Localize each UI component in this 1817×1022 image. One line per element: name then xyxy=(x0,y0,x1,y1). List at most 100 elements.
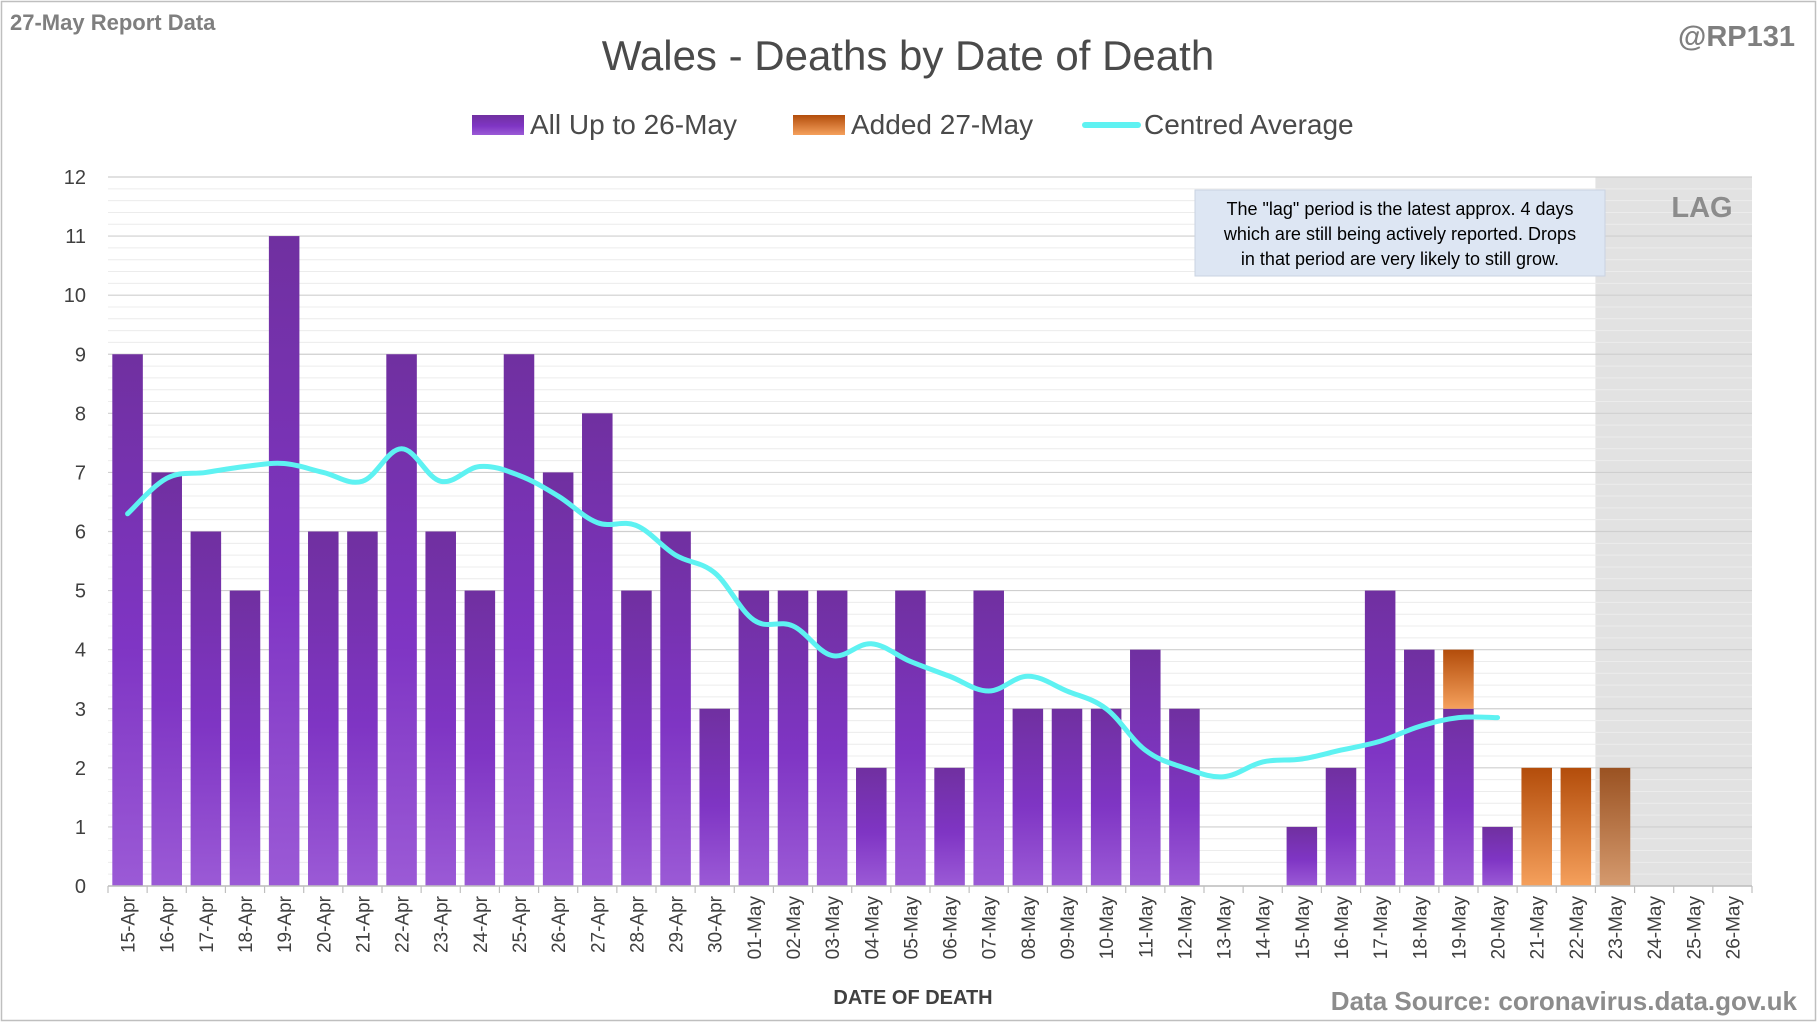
x-tick-label: 09-May xyxy=(1058,896,1079,960)
bar-all-up-to-26-may xyxy=(1404,649,1435,886)
annotation-line-2: which are still being actively reported.… xyxy=(1223,224,1576,244)
y-tick-label: 3 xyxy=(75,699,86,721)
bar-all-up-to-26-may xyxy=(934,767,965,886)
bar-all-up-to-26-may xyxy=(1169,708,1200,886)
x-tick-label: 25-Apr xyxy=(510,895,531,953)
x-tick-label: 30-Apr xyxy=(706,895,727,953)
bar-all-up-to-26-may xyxy=(1286,826,1318,886)
y-tick-label: 11 xyxy=(65,226,86,248)
gridlines xyxy=(108,176,1752,887)
x-tick-label: 21-Apr xyxy=(353,895,374,953)
x-tick-label: 05-May xyxy=(901,896,922,960)
x-tick-label: 24-Apr xyxy=(471,895,492,953)
bar-all-up-to-26-may xyxy=(738,590,770,886)
x-tick-label: 01-May xyxy=(745,896,766,960)
x-tick-label: 20-Apr xyxy=(314,895,335,953)
y-tick-label: 9 xyxy=(75,344,86,366)
chart-title: Wales - Deaths by Date of Death xyxy=(602,32,1214,79)
x-tick-label: 28-Apr xyxy=(627,895,648,953)
y-tick-label: 8 xyxy=(75,403,86,425)
bar-all-up-to-26-may xyxy=(464,590,496,886)
bar-all-up-to-26-may xyxy=(1051,708,1083,886)
x-tick-label: 17-May xyxy=(1371,896,1392,960)
bar-all-up-to-26-may xyxy=(582,413,613,886)
annotation-box xyxy=(1194,189,1606,277)
y-tick-label: 12 xyxy=(64,167,86,189)
y-tick-label: 6 xyxy=(75,522,86,544)
x-axis-title: DATE OF DEATH xyxy=(833,987,992,1009)
annotation-line-1: The "lag" period is the latest approx. 4… xyxy=(1227,199,1574,219)
y-tick-label: 1 xyxy=(75,817,86,839)
bar-all-up-to-26-may xyxy=(1325,767,1357,886)
x-tick-label: 26-Apr xyxy=(549,895,570,953)
x-tick-label: 04-May xyxy=(862,896,883,960)
legend-swatch-orange xyxy=(793,115,845,135)
x-tick-label: 18-Apr xyxy=(236,895,257,953)
bar-all-up-to-26-may xyxy=(1130,649,1161,886)
bar-all-up-to-26-may xyxy=(973,590,1004,886)
lag-label: LAG xyxy=(1671,192,1732,224)
x-tick-label: 16-May xyxy=(1332,896,1353,960)
x-tick-label: 26-May xyxy=(1723,896,1744,960)
bar-all-up-to-26-may xyxy=(347,531,378,886)
lag-annotation: The "lag" period is the latest approx. 4… xyxy=(1194,189,1606,277)
bar-added-27-may xyxy=(1599,767,1631,886)
x-tick-label: 10-May xyxy=(1097,896,1118,960)
bar-all-up-to-26-may xyxy=(542,472,574,886)
x-tick-label: 18-May xyxy=(1410,896,1431,960)
x-tick-label: 11-May xyxy=(1136,896,1157,958)
bar-all-up-to-26-may xyxy=(190,531,222,886)
bar-all-up-to-26-may xyxy=(1090,708,1122,886)
x-tick-label: 29-Apr xyxy=(667,895,688,953)
x-tick-label: 19-Apr xyxy=(275,895,296,953)
x-tick-label: 07-May xyxy=(980,896,1001,960)
bar-added-27-may xyxy=(1560,767,1592,886)
bar-all-up-to-26-may xyxy=(425,531,456,886)
y-tick-label: 4 xyxy=(75,640,86,662)
y-tick-label: 7 xyxy=(75,462,86,484)
bar-all-up-to-26-may xyxy=(1443,708,1474,886)
bar-all-up-to-26-may xyxy=(503,354,535,886)
bar-all-up-to-26-may xyxy=(386,354,417,886)
x-tick-label: 16-Apr xyxy=(158,895,179,953)
bar-all-up-to-26-may xyxy=(112,354,143,886)
y-tick-label: 5 xyxy=(75,581,86,603)
bar-all-up-to-26-may xyxy=(699,708,730,886)
bars xyxy=(112,236,1631,887)
bar-all-up-to-26-may xyxy=(268,236,300,887)
bar-all-up-to-26-may xyxy=(895,590,926,886)
x-tick-label: 22-May xyxy=(1567,896,1588,960)
x-tick-label: 03-May xyxy=(823,896,844,960)
y-tick-label: 0 xyxy=(75,876,86,898)
x-tick-label: 06-May xyxy=(941,896,962,960)
x-tick-label: 21-May xyxy=(1528,896,1549,960)
x-tick-label: 22-Apr xyxy=(393,895,414,953)
bar-all-up-to-26-may xyxy=(660,531,691,886)
annotation-line-3: in that period are very likely to still … xyxy=(1241,249,1559,269)
x-tick-label: 27-Apr xyxy=(588,895,609,953)
x-tick-label: 14-May xyxy=(1254,896,1275,960)
bar-all-up-to-26-may xyxy=(229,590,261,886)
data-source: Data Source: coronavirus.data.gov.uk xyxy=(1331,986,1798,1016)
bar-all-up-to-26-may xyxy=(1012,708,1044,886)
x-tick-label: 15-May xyxy=(1293,896,1314,960)
x-tick-label: 08-May xyxy=(1019,896,1040,960)
legend: All Up to 26-May Added 27-May Centred Av… xyxy=(472,109,1354,140)
x-tick-label: 20-May xyxy=(1489,896,1510,960)
x-tick-label: 19-May xyxy=(1449,896,1470,960)
x-tick-label: 13-May xyxy=(1215,896,1236,960)
author-handle: @RP131 xyxy=(1678,21,1795,53)
bar-added-27-may xyxy=(1443,649,1474,709)
report-label: 27-May Report Data xyxy=(10,10,216,35)
x-tick-label: 15-Apr xyxy=(119,895,140,953)
bar-added-27-may xyxy=(1521,767,1552,886)
bar-all-up-to-26-may xyxy=(777,590,809,886)
bar-all-up-to-26-may xyxy=(621,590,652,886)
x-tick-label: 12-May xyxy=(1175,896,1196,960)
y-tick-label: 10 xyxy=(64,285,86,307)
x-tick-label: 25-May xyxy=(1684,896,1705,960)
centred-average-line xyxy=(125,446,1501,780)
legend-label-added: Added 27-May xyxy=(851,109,1033,140)
